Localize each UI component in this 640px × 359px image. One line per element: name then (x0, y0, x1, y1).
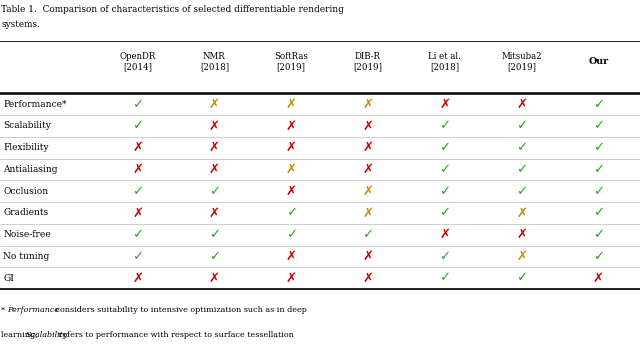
Text: Noise-free: Noise-free (3, 230, 51, 239)
Text: ✗: ✗ (209, 141, 220, 154)
Text: ✓: ✓ (593, 228, 604, 241)
Text: ✗: ✗ (439, 228, 451, 241)
Text: ✗: ✗ (593, 272, 604, 285)
Text: Gradients: Gradients (3, 209, 49, 218)
Text: ✓: ✓ (516, 120, 527, 132)
Text: learning;: learning; (1, 331, 41, 339)
Text: ✓: ✓ (593, 163, 604, 176)
Text: ✗: ✗ (516, 250, 527, 263)
Text: ✗: ✗ (285, 185, 297, 198)
Text: ✓: ✓ (516, 141, 527, 154)
Text: ✓: ✓ (209, 228, 220, 241)
Text: ✗: ✗ (132, 163, 143, 176)
Text: ✓: ✓ (285, 228, 297, 241)
Text: ✓: ✓ (593, 98, 604, 111)
Text: Antialiasing: Antialiasing (3, 165, 58, 174)
Text: GI: GI (3, 274, 14, 283)
Text: Scalability: Scalability (26, 331, 68, 339)
Text: ✓: ✓ (132, 98, 143, 111)
Text: ✗: ✗ (362, 141, 374, 154)
Text: considers suitability to intensive optimization such as in deep: considers suitability to intensive optim… (53, 306, 307, 314)
Text: ✗: ✗ (285, 120, 297, 132)
Text: OpenDR
[2014]: OpenDR [2014] (120, 52, 156, 72)
Text: ✗: ✗ (362, 250, 374, 263)
Text: ✓: ✓ (593, 185, 604, 198)
Text: ✗: ✗ (132, 141, 143, 154)
Text: Our: Our (588, 57, 609, 66)
Text: Scalability: Scalability (3, 121, 51, 130)
Text: ✓: ✓ (132, 250, 143, 263)
Text: ✗: ✗ (132, 272, 143, 285)
Text: Table 1.  Comparison of characteristics of selected differentiable rendering: Table 1. Comparison of characteristics o… (1, 5, 344, 14)
Text: NMR
[2018]: NMR [2018] (200, 52, 229, 72)
Text: ✗: ✗ (516, 228, 527, 241)
Text: ✗: ✗ (362, 272, 374, 285)
Text: ✗: ✗ (209, 120, 220, 132)
Text: Flexibility: Flexibility (3, 143, 49, 152)
Text: ✓: ✓ (439, 163, 451, 176)
Text: ✓: ✓ (209, 185, 220, 198)
Text: ✓: ✓ (593, 250, 604, 263)
Text: ✗: ✗ (209, 206, 220, 219)
Text: ✗: ✗ (362, 206, 374, 219)
Text: ✗: ✗ (209, 98, 220, 111)
Text: ✓: ✓ (439, 250, 451, 263)
Text: ✓: ✓ (439, 141, 451, 154)
Text: *: * (1, 306, 5, 314)
Text: Occlusion: Occlusion (3, 187, 49, 196)
Text: ✗: ✗ (516, 98, 527, 111)
Text: ✓: ✓ (593, 141, 604, 154)
Text: ✓: ✓ (593, 206, 604, 219)
Text: systems.: systems. (1, 20, 40, 29)
Text: ✗: ✗ (362, 98, 374, 111)
Text: Performance: Performance (7, 306, 59, 314)
Text: ✗: ✗ (285, 98, 297, 111)
Text: No tuning: No tuning (3, 252, 49, 261)
Text: ✓: ✓ (593, 120, 604, 132)
Text: ✗: ✗ (439, 98, 451, 111)
Text: ✗: ✗ (362, 185, 374, 198)
Text: ✗: ✗ (285, 163, 297, 176)
Text: ✓: ✓ (516, 163, 527, 176)
Text: Li et al.
[2018]: Li et al. [2018] (428, 52, 461, 72)
Text: refers to performance with respect to surface tessellation: refers to performance with respect to su… (56, 331, 294, 339)
Text: ✓: ✓ (132, 185, 143, 198)
Text: ✗: ✗ (362, 163, 374, 176)
Text: ✗: ✗ (209, 272, 220, 285)
Text: ✗: ✗ (209, 163, 220, 176)
Text: Mitsuba2
[2019]: Mitsuba2 [2019] (501, 52, 542, 72)
Text: ✓: ✓ (516, 272, 527, 285)
Text: ✗: ✗ (516, 206, 527, 219)
Text: ✗: ✗ (132, 206, 143, 219)
Text: Performance*: Performance* (3, 100, 67, 109)
Text: ✓: ✓ (439, 185, 451, 198)
Text: ✓: ✓ (209, 250, 220, 263)
Text: ✓: ✓ (516, 185, 527, 198)
Text: ✓: ✓ (439, 272, 451, 285)
Text: ✓: ✓ (439, 120, 451, 132)
Text: ✓: ✓ (132, 120, 143, 132)
Text: DIB-R
[2019]: DIB-R [2019] (353, 52, 383, 72)
Text: ✗: ✗ (285, 141, 297, 154)
Text: ✓: ✓ (285, 206, 297, 219)
Text: ✓: ✓ (439, 206, 451, 219)
Text: ✗: ✗ (285, 250, 297, 263)
Text: ✗: ✗ (362, 120, 374, 132)
Text: ✓: ✓ (362, 228, 374, 241)
Text: ✓: ✓ (132, 228, 143, 241)
Text: ✗: ✗ (285, 272, 297, 285)
Text: SoftRas
[2019]: SoftRas [2019] (275, 52, 308, 72)
